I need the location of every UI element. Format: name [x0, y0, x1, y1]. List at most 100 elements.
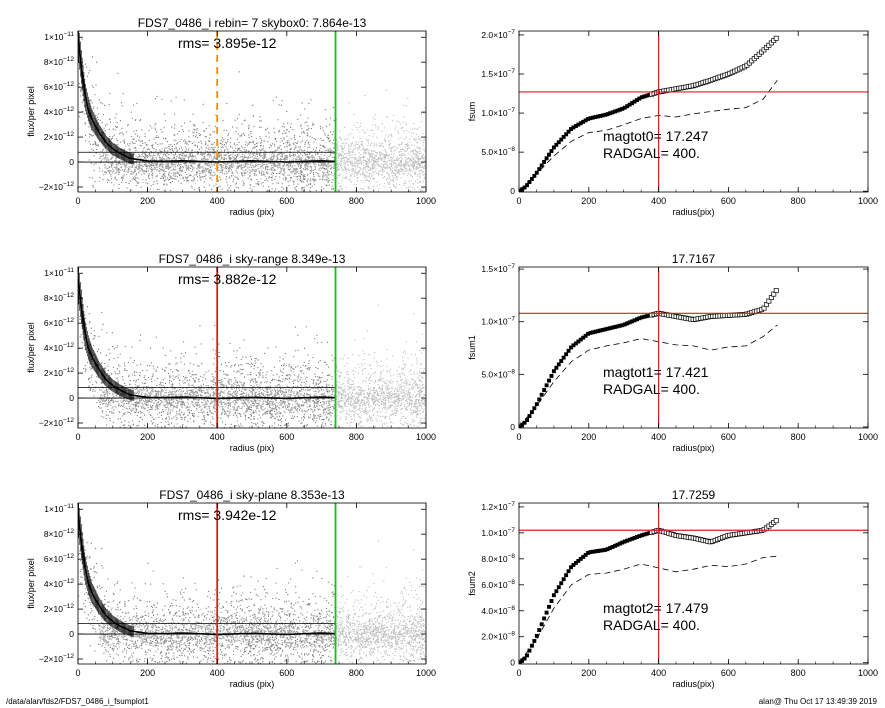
scatter-point	[319, 170, 321, 172]
scatter-point	[320, 165, 322, 167]
scatter-point	[114, 177, 116, 179]
scatter-point	[362, 146, 365, 148]
scatter-point	[285, 155, 287, 157]
scatter-point	[122, 93, 124, 95]
scatter-point	[168, 169, 170, 171]
scatter-point	[383, 127, 385, 129]
scatter-point	[256, 151, 258, 153]
scatter-point	[374, 161, 376, 163]
scatter-point	[297, 151, 299, 153]
scatter-point	[407, 164, 410, 166]
scatter-point	[381, 159, 383, 161]
scatter-point	[244, 119, 246, 121]
scatter-point	[332, 156, 334, 158]
scatter-point	[211, 159, 214, 161]
scatter-point	[138, 163, 141, 165]
scatter-point	[81, 38, 83, 40]
scatter-point	[151, 406, 153, 409]
scatter-point	[253, 152, 255, 154]
scatter-point	[134, 175, 136, 177]
scatter-point	[243, 134, 246, 136]
scatter-point	[202, 170, 204, 172]
scatter-point	[392, 156, 394, 158]
scatter-point	[172, 164, 174, 166]
scatter-point	[249, 175, 251, 177]
scatter-point	[242, 182, 244, 184]
scatter-point	[288, 143, 291, 145]
scatter-point	[250, 355, 252, 357]
scatter-point	[341, 142, 343, 144]
scatter-point	[204, 163, 206, 165]
scatter-point	[215, 162, 217, 164]
scatter-point	[240, 135, 242, 137]
scatter-point	[387, 210, 388, 211]
scatter-point	[372, 165, 374, 167]
scatter-point	[267, 141, 269, 143]
scatter-point	[332, 134, 334, 136]
scatter-point	[191, 155, 193, 157]
scatter-point	[400, 168, 402, 170]
scatter-point	[347, 164, 349, 166]
scatter-point	[290, 152, 292, 154]
scatter-point	[150, 159, 152, 161]
scatter-point	[372, 130, 374, 132]
scatter-point	[199, 167, 201, 169]
scatter-point	[259, 152, 261, 155]
scatter-point	[392, 183, 395, 185]
scatter-point	[166, 163, 168, 165]
scatter-point	[284, 168, 286, 170]
scatter-point	[268, 177, 270, 179]
scatter-point	[300, 141, 302, 143]
scatter-point	[315, 154, 317, 156]
scatter-point	[221, 137, 224, 139]
scatter-point	[346, 170, 348, 172]
scatter-point	[279, 152, 281, 154]
scatter-point	[354, 147, 356, 150]
scatter-point	[184, 204, 185, 205]
scatter-point	[284, 132, 286, 134]
scatter-point	[422, 154, 424, 156]
scatter-point	[191, 158, 193, 160]
scatter-point	[222, 159, 224, 161]
scatter-point	[152, 164, 154, 167]
scatter-point	[151, 166, 153, 168]
scatter-point	[134, 119, 136, 121]
scatter-point	[241, 195, 242, 196]
scatter-point	[105, 139, 107, 141]
scatter-point	[187, 176, 189, 178]
scatter-point	[317, 175, 319, 177]
scatter-point	[353, 169, 355, 171]
scatter-point	[130, 135, 132, 137]
scatter-point	[274, 138, 276, 140]
scatter-point	[149, 164, 152, 166]
scatter-point	[281, 156, 283, 158]
scatter-point	[90, 100, 92, 102]
scatter-point	[134, 177, 136, 179]
scatter-point	[412, 161, 415, 163]
scatter-point	[376, 197, 377, 198]
scatter-point	[414, 181, 417, 183]
scatter-point	[239, 149, 241, 152]
scatter-point	[261, 157, 263, 159]
scatter-point	[424, 175, 426, 177]
scatter-point	[218, 169, 220, 171]
scatter-point	[139, 167, 141, 169]
scatter-point	[259, 154, 261, 156]
scatter-point	[176, 143, 178, 145]
scatter-point	[372, 158, 374, 160]
scatter-point	[348, 144, 350, 146]
scatter-point	[209, 173, 211, 175]
scatter-point	[410, 151, 412, 153]
scatter-point	[367, 150, 369, 152]
scatter-point	[155, 157, 157, 159]
scatter-point	[151, 147, 153, 149]
scatter-point	[375, 145, 377, 147]
scatter-point	[146, 167, 148, 170]
scatter-point	[138, 139, 140, 141]
scatter-point	[234, 158, 236, 160]
scatter-point	[394, 174, 396, 177]
scatter-point	[225, 165, 227, 167]
scatter-point	[417, 167, 419, 170]
scatter-point	[363, 168, 365, 170]
scatter-point	[324, 134, 326, 136]
